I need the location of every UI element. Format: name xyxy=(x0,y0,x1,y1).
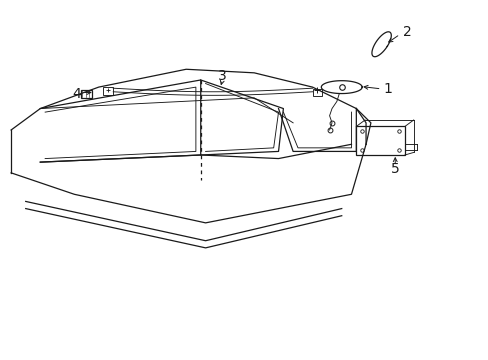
Bar xyxy=(102,87,113,95)
Bar xyxy=(312,89,322,96)
Text: 4: 4 xyxy=(72,87,81,101)
Text: 5: 5 xyxy=(390,162,399,176)
Text: 3: 3 xyxy=(218,69,226,84)
Text: 1: 1 xyxy=(383,82,391,96)
Bar xyxy=(356,126,404,155)
Bar xyxy=(81,90,92,98)
Text: 2: 2 xyxy=(402,25,411,39)
